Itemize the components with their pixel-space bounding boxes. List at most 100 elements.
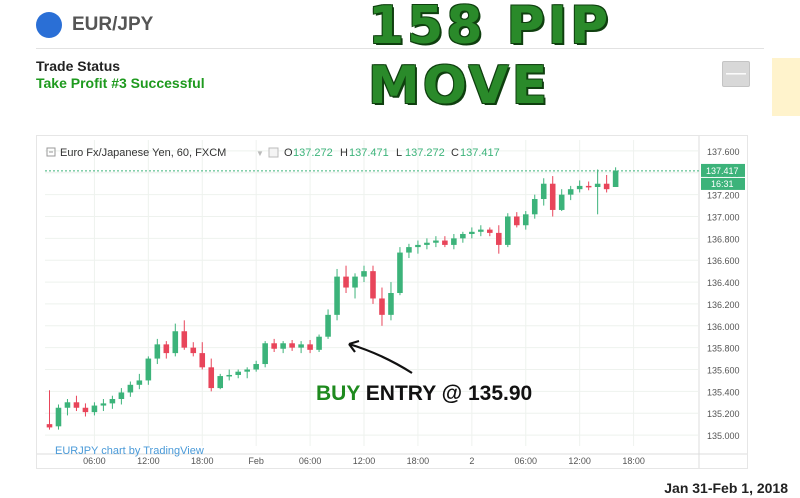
candle [100, 399, 107, 412]
candle-body [343, 276, 349, 288]
candle-body [379, 298, 385, 315]
candle [451, 233, 457, 250]
candle-body [397, 252, 403, 293]
candle-body [91, 405, 98, 413]
candle-body [549, 183, 556, 210]
candle-body [522, 214, 529, 226]
collapse-button[interactable]: — [722, 61, 750, 87]
candle-body [442, 240, 448, 245]
legend-dropdown-icon[interactable]: ▼ [256, 149, 264, 158]
candle [460, 231, 466, 243]
x-tick-label: 18:00 [407, 456, 430, 466]
candle [244, 367, 250, 379]
candle-body [136, 380, 143, 385]
y-tick-label: 137.200 [707, 191, 740, 201]
candle [73, 395, 80, 412]
candle [496, 225, 502, 254]
legend-low-label: L [396, 147, 402, 159]
candle [109, 395, 116, 409]
candle [585, 181, 592, 191]
legend-open-label: O [284, 147, 293, 159]
candle [478, 225, 484, 237]
y-tick-label: 136.400 [707, 278, 740, 288]
candle [307, 339, 313, 354]
candle [370, 265, 376, 304]
legend-visibility-icon[interactable] [268, 147, 279, 158]
legend-collapse-icon[interactable] [46, 147, 56, 157]
x-tick-label: 12:00 [137, 456, 160, 466]
candle [235, 369, 241, 379]
candle [226, 369, 233, 381]
candle-body [361, 271, 367, 277]
candle-body [334, 276, 340, 315]
candle [415, 240, 421, 254]
x-tick-label: 18:00 [191, 456, 214, 466]
chart-watermark[interactable]: EURJPY chart by TradingView [55, 445, 204, 457]
candle [316, 334, 322, 353]
last-price-tag [701, 163, 745, 177]
candle [217, 373, 224, 390]
x-tick-label: 06:00 [514, 456, 537, 466]
candle-body [513, 216, 520, 226]
candle-body [478, 229, 484, 232]
chart-panel: 137.600137.400137.200137.000136.800136.6… [36, 135, 748, 469]
candle-body [262, 343, 268, 365]
legend-symbol: Euro Fx/Japanese Yen, 60, FXCM [60, 147, 226, 159]
candle [531, 194, 538, 219]
candle-body [585, 185, 592, 188]
x-tick-label: 18:00 [622, 456, 645, 466]
candle-body [154, 344, 161, 359]
countdown-tag [701, 177, 745, 190]
y-tick-label: 135.000 [707, 431, 740, 441]
x-tick-label: 12:00 [353, 456, 376, 466]
candle-body [603, 183, 610, 190]
x-tick-label: 12:00 [568, 456, 591, 466]
candle-body [558, 194, 565, 210]
candle [181, 320, 188, 350]
candle-body [181, 331, 188, 348]
candle-body [460, 233, 466, 239]
legend-high-value: 137.471 [349, 147, 389, 159]
candle [594, 169, 601, 215]
candle [513, 212, 520, 228]
candle-body [433, 240, 439, 243]
y-tick-label: 136.800 [707, 234, 740, 244]
y-tick-label: 135.200 [707, 409, 740, 419]
price-axis: 137.600137.400137.200137.000136.800136.6… [37, 136, 747, 468]
entry-price-text: ENTRY @ 135.90 [359, 382, 533, 405]
date-range-caption: Jan 31-Feb 1, 2018 [664, 480, 788, 496]
x-tick-label: 06:00 [83, 456, 106, 466]
candle [352, 273, 358, 299]
legend-close-label: C [451, 147, 459, 159]
y-tick-label: 135.800 [707, 344, 740, 354]
header-divider [36, 48, 764, 49]
candle-body [487, 229, 493, 233]
candle [361, 265, 367, 283]
y-tick-label: 136.600 [707, 256, 740, 266]
candle-body [55, 407, 62, 427]
candle [46, 390, 53, 430]
candle [442, 236, 448, 248]
currency-pair-title: EUR/JPY [72, 14, 154, 35]
candle [289, 339, 295, 351]
candle-body [46, 424, 53, 428]
candle-body [190, 347, 197, 354]
candle [271, 338, 277, 353]
candle [334, 268, 340, 321]
y-tick-label: 137.600 [707, 147, 740, 157]
candle-body [271, 343, 277, 349]
candle [406, 243, 412, 259]
candle-body [100, 403, 107, 406]
entry-arrow-icon [348, 339, 413, 374]
candle-series [46, 167, 619, 430]
candle-body [253, 364, 259, 370]
candle-body [576, 185, 583, 190]
candle-body [531, 199, 538, 215]
side-notice-strip [772, 58, 800, 116]
last-price-label: 137.417 [706, 166, 739, 176]
chart-grid [45, 140, 698, 446]
candle-body [217, 376, 224, 389]
candle [253, 360, 259, 372]
candle [145, 356, 152, 385]
candle [298, 341, 304, 354]
